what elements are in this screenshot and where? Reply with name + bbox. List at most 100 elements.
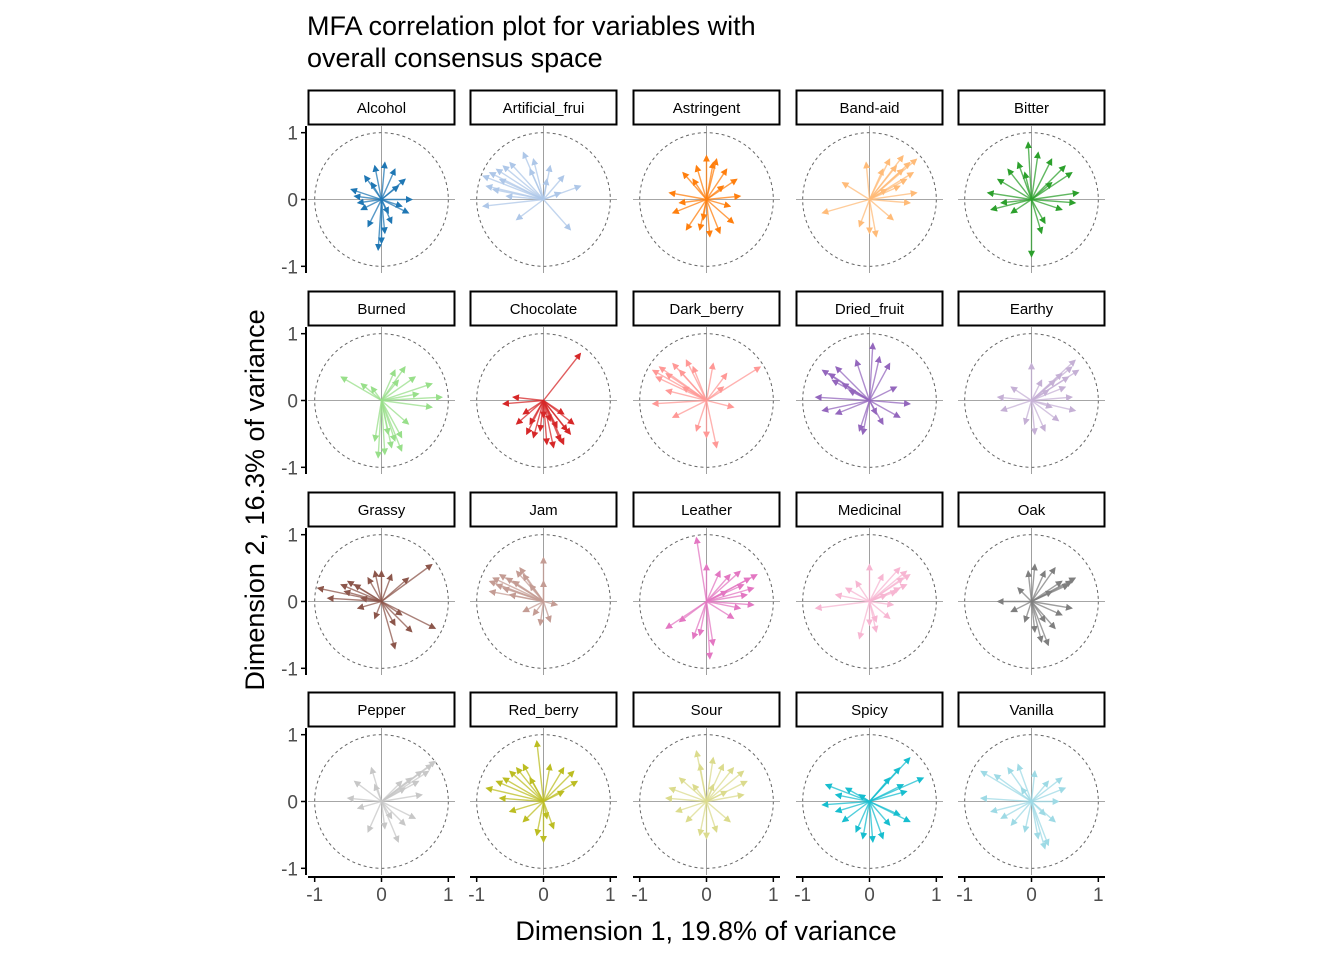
vector-bitter-16 xyxy=(1030,199,1044,235)
vector-artificial-frui-19 xyxy=(529,168,545,200)
vector-grassy-14 xyxy=(380,601,396,627)
vector-burned-19 xyxy=(380,400,403,452)
vector-pepper-5 xyxy=(381,777,413,803)
vector-burned-17 xyxy=(380,379,400,401)
strip-label-leather: Leather xyxy=(681,502,732,519)
vector-grassy-10 xyxy=(380,573,393,602)
vector-red-berry-6 xyxy=(533,739,545,802)
vector-alcohol-15 xyxy=(381,185,400,201)
strip-astringent xyxy=(632,89,781,126)
vector-band-aid-14 xyxy=(858,199,871,228)
vector-bitter-18 xyxy=(1031,198,1063,212)
vector-astringent-19 xyxy=(700,199,708,221)
strip-chocolate xyxy=(469,290,618,327)
vector-grassy-16 xyxy=(380,601,397,650)
vector-medicinal-4 xyxy=(868,573,884,602)
vector-oak-5 xyxy=(1030,570,1046,602)
vector-spicy-14 xyxy=(868,801,876,843)
vector-earthy-14 xyxy=(996,394,1032,402)
vector-artificial-frui-7 xyxy=(531,158,545,200)
strip-alcohol xyxy=(307,89,456,126)
vector-vanilla-19 xyxy=(1020,787,1033,802)
strip-label-pepper: Pepper xyxy=(357,702,405,719)
vector-sour-13 xyxy=(685,801,707,823)
vector-alcohol-13 xyxy=(381,198,410,214)
strip-label-band-aid: Band-aid xyxy=(839,100,899,117)
vector-red-berry-12 xyxy=(498,795,544,803)
vector-bitter-11 xyxy=(1007,168,1033,200)
vector-dried-fruit-11 xyxy=(821,399,870,413)
vector-bitter-15 xyxy=(1031,181,1053,201)
vector-pepper-19 xyxy=(373,783,383,802)
vector-dried-fruit-8 xyxy=(869,386,898,402)
strip-label-dark-berry: Dark_berry xyxy=(669,301,744,318)
vector-oak-14 xyxy=(1030,601,1056,630)
vector-jam-7 xyxy=(502,586,544,603)
strip-pepper xyxy=(307,691,456,728)
vector-bitter-2 xyxy=(1030,158,1053,200)
vector-spicy-15 xyxy=(868,801,885,840)
strip-label-alcohol: Alcohol xyxy=(357,100,406,117)
strip-leather xyxy=(632,491,781,528)
vector-bitter-10 xyxy=(996,178,1032,201)
vector-grassy-1 xyxy=(340,583,382,603)
strip-dark-berry xyxy=(632,290,781,327)
vector-alcohol-1 xyxy=(372,164,383,200)
x-tick-label-col-1-1: 0 xyxy=(538,885,549,906)
vector-oak-6 xyxy=(1030,563,1038,602)
vector-vanilla-8 xyxy=(979,795,1032,803)
vector-grassy-12 xyxy=(381,563,433,603)
vector-artificial-frui-8 xyxy=(542,175,565,200)
strip-label-vanilla: Vanilla xyxy=(1010,702,1055,719)
strip-label-dried-fruit: Dried_fruit xyxy=(835,301,905,318)
vector-grassy-19 xyxy=(381,601,413,633)
vector-oak-13 xyxy=(1030,601,1050,647)
vector-artificial-frui-15 xyxy=(543,191,562,201)
chart-title-line-1: MFA correlation plot for variables with xyxy=(307,11,756,41)
vector-sour-4 xyxy=(705,766,735,802)
vector-leather-3 xyxy=(705,573,731,602)
vector-alcohol-18 xyxy=(356,198,382,206)
vector-bitter-14 xyxy=(1010,198,1032,214)
vector-spicy-13 xyxy=(860,801,871,840)
vector-oak-4 xyxy=(1030,566,1056,602)
vector-dark-berry-11 xyxy=(651,399,707,407)
vector-sour-5 xyxy=(706,770,745,803)
vector-pepper-11 xyxy=(356,800,382,811)
y-tick-label-row-0-1: 0 xyxy=(287,191,298,212)
vector-earthy-15 xyxy=(1010,386,1032,402)
vector-jam-18 xyxy=(519,566,545,602)
vector-medicinal-16 xyxy=(869,600,891,620)
vector-earthy-5 xyxy=(1031,379,1056,402)
vector-astringent-17 xyxy=(678,198,707,206)
vector-band-aid-18 xyxy=(869,168,904,201)
vector-vanilla-0 xyxy=(980,770,1032,803)
vector-burned-2 xyxy=(380,369,396,401)
x-tick-label-col-3-1: 0 xyxy=(864,885,875,906)
vector-dark-berry-16 xyxy=(694,400,708,432)
x-tick-label-col-3-0: -1 xyxy=(794,885,811,906)
strip-label-sour: Sour xyxy=(691,702,723,719)
vector-burned-13 xyxy=(380,400,391,436)
vector-spicy-4 xyxy=(869,777,925,803)
vector-band-aid-5 xyxy=(868,164,898,200)
strip-red-berry xyxy=(469,691,618,728)
vector-red-berry-11 xyxy=(543,790,565,803)
vector-spicy-12 xyxy=(855,801,871,833)
vector-band-aid-19 xyxy=(863,161,871,200)
y-tick-label-row-0-2: -1 xyxy=(281,257,298,278)
vector-leather-4 xyxy=(706,570,741,603)
vector-vanilla-17 xyxy=(1031,801,1046,816)
vector-burned-14 xyxy=(381,399,410,425)
vector-medicinal-5 xyxy=(868,567,901,602)
vector-pepper-18 xyxy=(381,792,423,803)
vector-sour-16 xyxy=(705,801,719,833)
strip-oak xyxy=(957,491,1106,528)
vector-oak-10 xyxy=(1023,601,1033,623)
vector-red-berry-18 xyxy=(529,776,545,802)
vector-pepper-12 xyxy=(380,801,388,830)
vector-vanilla-4 xyxy=(1030,770,1038,802)
vector-grassy-7 xyxy=(367,576,383,602)
vector-jam-11 xyxy=(522,600,544,613)
